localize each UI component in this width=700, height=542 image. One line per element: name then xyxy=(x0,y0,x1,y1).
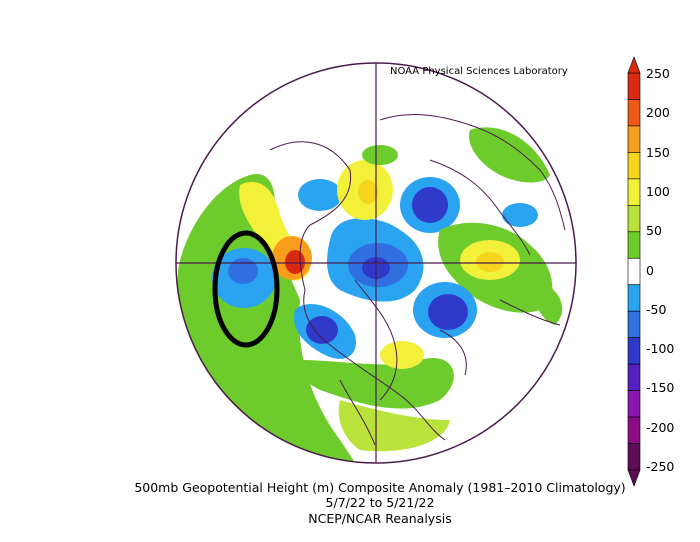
positive-region xyxy=(362,145,398,165)
colorbar-swatch xyxy=(627,416,641,444)
colorbar-swatch xyxy=(627,390,641,418)
colorbar-swatch xyxy=(627,337,641,365)
subtropical-positive-region xyxy=(296,358,454,409)
colorbar-tick-label: -250 xyxy=(646,459,675,474)
namerica-trough-core xyxy=(306,316,338,344)
colorbar-swatch xyxy=(627,125,641,153)
negative-region xyxy=(502,203,538,227)
colorbar-tick-label: 0 xyxy=(646,262,654,278)
map-border xyxy=(175,62,577,464)
annotation-ellipse xyxy=(212,230,280,348)
positive-core xyxy=(358,180,378,204)
colorbar-swatch xyxy=(627,310,641,338)
colorbar-swatch xyxy=(627,257,641,286)
colorbar-swatch xyxy=(627,443,641,471)
coastlines xyxy=(269,114,566,446)
colorbar-swatch xyxy=(627,72,641,100)
positive-region xyxy=(338,400,450,452)
alaska-ridge-peak xyxy=(285,250,305,274)
colorbar-swatch xyxy=(627,178,641,206)
caption-source: NCEP/NCAR Reanalysis xyxy=(308,511,452,526)
eurasia-ridge-core xyxy=(476,252,504,272)
atlantic-trough-core xyxy=(428,294,468,330)
anomaly-field xyxy=(176,63,576,463)
colorbar-swatch xyxy=(627,205,641,233)
colorbar-tick-label: -150 xyxy=(646,380,675,396)
colorbar-swatch xyxy=(627,152,641,180)
colorbar-tick-label: 100 xyxy=(646,183,670,199)
colorbar-tick-label: -100 xyxy=(646,341,675,357)
colorbar-swatch xyxy=(627,99,641,127)
colorbar-tick-label: 150 xyxy=(646,144,670,160)
colorbar-max-arrow xyxy=(627,56,641,74)
credit-label: NOAA Physical Sciences Laboratory xyxy=(390,66,568,77)
colorbar-tick-label: 250 xyxy=(646,66,670,81)
positive-region xyxy=(469,127,550,183)
colorbar-tick-label: 50 xyxy=(646,223,662,239)
pacific-trough-core xyxy=(228,258,258,284)
caption-dates: 5/7/22 to 5/21/22 xyxy=(325,495,435,510)
colorbar xyxy=(627,56,641,487)
graticule xyxy=(176,63,576,463)
subtropical-ridge xyxy=(380,341,424,369)
negative-region xyxy=(298,179,342,211)
colorbar-tick-label: 200 xyxy=(646,105,670,121)
colorbar-swatch xyxy=(627,231,641,259)
colorbar-min-arrow xyxy=(627,469,641,487)
colorbar-swatch xyxy=(627,284,641,312)
positive-region xyxy=(535,280,563,325)
colorbar-swatch xyxy=(627,363,641,391)
colorbar-tick-label: -50 xyxy=(646,301,667,317)
colorbar-tick-label: -200 xyxy=(646,419,675,435)
caption-title: 500mb Geopotential Height (m) Composite … xyxy=(134,480,626,495)
siberia-trough-core xyxy=(412,187,448,223)
